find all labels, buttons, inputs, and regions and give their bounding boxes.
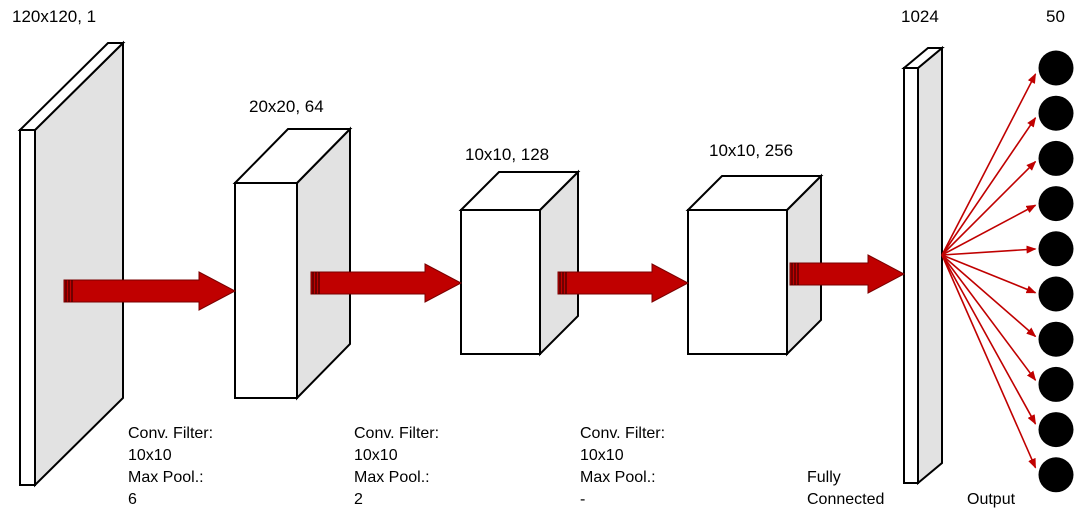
fully-connected-line1: Fully [807,469,841,486]
conv-note-1-filter-label: Conv. Filter: [128,425,214,442]
conv-note-2-filter-label: Conv. Filter: [354,425,440,442]
conv-note-3-filter-label: Conv. Filter: [580,425,666,442]
conv-note-3: Conv. Filter: 10x10 Max Pool.: - [580,423,665,511]
layer-label-output: 50 [1046,7,1065,26]
conv-note-3-filter-value: 10x10 [580,447,624,464]
output-neuron-9-icon [1038,412,1074,448]
conv-note-1-pool-label: Max Pool.: [128,469,204,486]
arrow-conv3-to-dense-icon [789,254,906,294]
conv-note-1-filter-value: 10x10 [128,447,172,464]
arrow-conv1-to-conv2-icon [310,263,463,303]
conv2-block-front-face [460,209,541,355]
layer-blocks [17,40,945,488]
output-neurons [1038,50,1074,493]
dense-layer-slab [901,45,945,486]
flow-arrows [63,254,906,311]
dense-layer-slab-front-face [903,67,919,484]
connection-2 [941,116,1037,256]
output-neuron-1-icon [1038,50,1074,86]
conv1-block-front-face [234,182,298,399]
conv2-block [458,169,581,357]
arrow-input-to-conv1-icon [63,271,237,311]
output-neuron-10-icon [1038,457,1074,493]
output-connections [941,73,1037,469]
output-neuron-5-icon [1038,231,1074,267]
connection-5 [941,245,1037,256]
conv1-block [232,126,353,401]
conv-note-3-pool-label: Max Pool.: [580,469,656,486]
output-neuron-3-icon [1038,140,1074,176]
connection-9 [941,254,1037,425]
dense-layer-slab-side-face [917,45,943,486]
connection-10 [941,254,1037,469]
layer-label-dense: 1024 [901,7,939,26]
connection-4 [941,204,1037,256]
layer-label-input: 120x120, 1 [12,7,97,26]
output-neuron-4-icon [1038,186,1074,222]
arrow-conv2-to-conv3-shape [557,263,690,303]
conv-note-2-filter-value: 10x10 [354,447,398,464]
output-neuron-8-icon [1038,366,1074,402]
conv-note-3-pool-value: - [580,491,586,508]
input-layer-slab-front-face [19,129,36,486]
arrow-conv2-to-conv3-icon [557,263,690,303]
output-neuron-6-icon [1038,276,1074,312]
arrow-input-to-conv1-shape [63,271,237,311]
arrow-conv3-to-dense-shape [789,254,906,294]
output-label: Output [967,491,1016,508]
conv-note-2-pool-value: 2 [354,491,363,508]
connection-1 [941,73,1037,256]
fully-connected-line2: Connected [807,491,885,508]
fully-connected-label: Fully Connected [807,467,884,511]
input-layer-slab [17,40,126,488]
layer-label-conv2: 10x10, 128 [465,145,550,164]
connection-6 [941,254,1037,294]
connection-8 [941,254,1037,382]
connection-3 [941,160,1037,256]
conv-note-1: Conv. Filter: 10x10 Max Pool.: 6 [128,423,213,511]
output-neuron-7-icon [1038,321,1074,357]
conv-note-2: Conv. Filter: 10x10 Max Pool.: 2 [354,423,439,511]
output-neuron-2-icon [1038,95,1074,131]
conv3-block-front-face [687,209,788,355]
layer-label-conv3: 10x10, 256 [709,141,794,160]
conv-note-1-pool-value: 6 [128,491,137,508]
arrow-conv1-to-conv2-shape [310,263,463,303]
conv-note-2-pool-label: Max Pool.: [354,469,430,486]
layer-label-conv1: 20x20, 64 [249,97,324,116]
connection-7 [941,254,1037,338]
